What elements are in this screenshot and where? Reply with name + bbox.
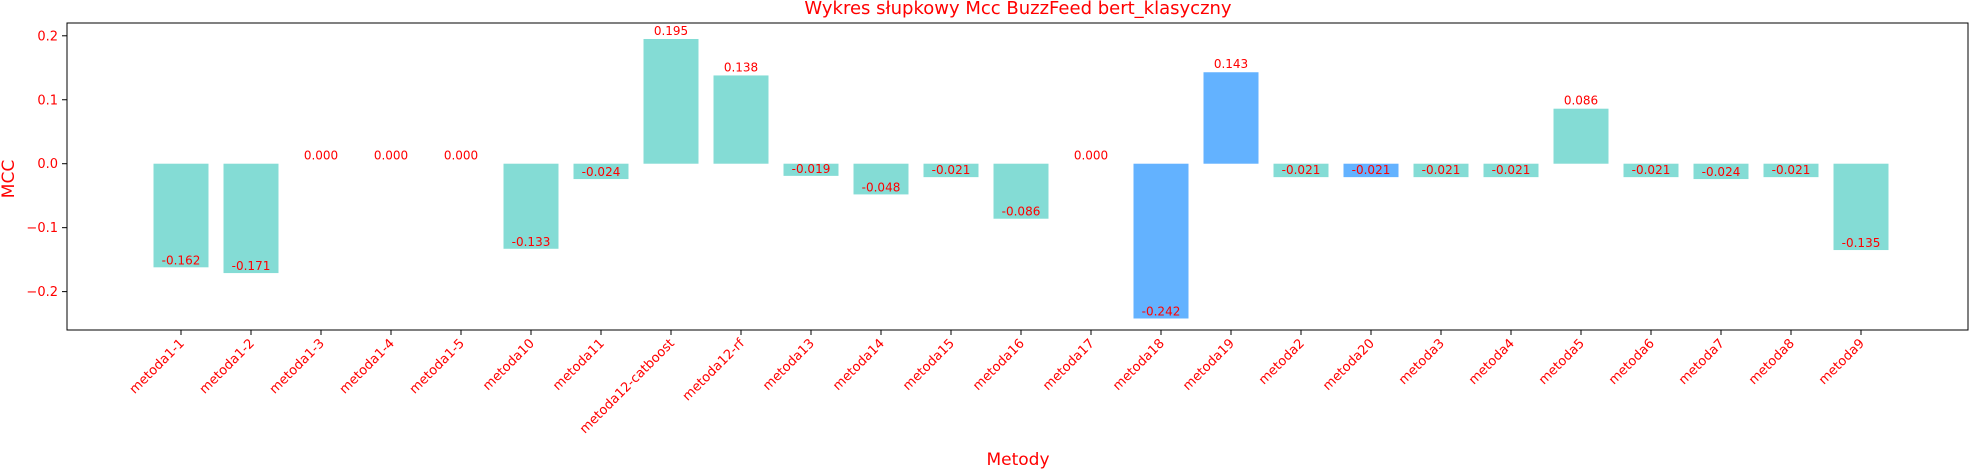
x-tick-label-metoda1-4: metoda1-4 xyxy=(337,336,398,397)
value-label-metoda4: -0.021 xyxy=(1492,163,1531,177)
value-label-metoda14: -0.048 xyxy=(862,180,901,194)
x-tick-label-metoda16: metoda16 xyxy=(970,336,1028,394)
value-label-metoda7: -0.024 xyxy=(1702,165,1741,179)
bar-metoda16 xyxy=(993,163,1049,219)
y-tick-label-0: −0.2 xyxy=(26,285,58,300)
value-label-metoda1-3: 0.000 xyxy=(304,149,338,163)
bar-metoda4 xyxy=(1483,163,1539,178)
x-tick-label-metoda1-5: metoda1-5 xyxy=(407,336,468,397)
bar-metoda12-rf xyxy=(713,75,769,164)
value-label-metoda19: 0.143 xyxy=(1214,57,1248,71)
bar-metoda20 xyxy=(1343,163,1399,178)
x-tick-label-metoda9: metoda9 xyxy=(1816,336,1868,388)
x-tick-label-metoda3: metoda3 xyxy=(1396,336,1448,388)
bar-metoda6 xyxy=(1623,163,1679,178)
x-tick-label-metoda15: metoda15 xyxy=(900,336,958,394)
value-label-metoda1-4: 0.000 xyxy=(374,149,408,163)
value-label-metoda1-2: -0.171 xyxy=(232,259,271,273)
x-tick-label-metoda6: metoda6 xyxy=(1606,336,1658,388)
x-tick-label-metoda1-3: metoda1-3 xyxy=(267,336,328,397)
x-tick-label-metoda17: metoda17 xyxy=(1040,336,1098,394)
value-label-metoda6: -0.021 xyxy=(1632,163,1671,177)
value-label-metoda15: -0.021 xyxy=(932,163,971,177)
value-label-metoda9: -0.135 xyxy=(1842,236,1881,250)
value-label-metoda20: -0.021 xyxy=(1352,163,1391,177)
bar-metoda13 xyxy=(783,163,839,176)
x-tick-label-metoda18: metoda18 xyxy=(1110,336,1168,394)
bar-metoda12-catboost xyxy=(643,38,699,164)
value-label-metoda12-catboost: 0.195 xyxy=(654,24,688,38)
y-axis-ticks: −0.2 −0.1 0.0 0.1 0.2 xyxy=(26,29,67,300)
bar-metoda11 xyxy=(573,163,629,180)
bars-group xyxy=(153,38,1889,319)
x-tick-label-metoda4: metoda4 xyxy=(1466,336,1518,388)
value-label-metoda5: 0.086 xyxy=(1564,94,1598,108)
value-label-metoda11: -0.024 xyxy=(582,165,621,179)
x-tick-label-metoda20: metoda20 xyxy=(1320,336,1378,394)
x-axis-label: Metody xyxy=(986,450,1049,470)
bar-metoda15 xyxy=(923,163,979,178)
value-label-metoda8: -0.021 xyxy=(1772,163,1811,177)
value-label-metoda12-rf: 0.138 xyxy=(724,60,758,74)
bar-metoda10 xyxy=(503,163,559,249)
x-tick-label-metoda12-rf: metoda12-rf xyxy=(680,336,748,404)
x-tick-label-metoda14: metoda14 xyxy=(830,336,888,394)
value-label-metoda13: -0.019 xyxy=(792,162,831,176)
bar-metoda7 xyxy=(1693,163,1749,180)
x-axis-ticks: metoda1-1 metoda1-2 metoda1-3 metoda1-4 meto… xyxy=(127,330,1868,437)
y-tick-label-4: 0.2 xyxy=(37,29,58,44)
value-label-metoda17: 0.000 xyxy=(1074,149,1108,163)
value-label-metoda1-1: -0.162 xyxy=(162,253,201,267)
value-labels-group: -0.162 -0.171 0.000 0.000 0.000 -0.133 -0.024 0… xyxy=(162,24,1881,318)
x-tick-label-metoda11: metoda11 xyxy=(550,336,608,394)
bar-metoda19 xyxy=(1203,72,1259,164)
bar-metoda9 xyxy=(1833,163,1889,251)
y-tick-label-3: 0.1 xyxy=(37,93,58,108)
value-label-metoda18: -0.242 xyxy=(1142,304,1181,318)
bar-metoda8 xyxy=(1763,163,1819,178)
value-label-metoda10: -0.133 xyxy=(512,235,551,249)
plot-frame xyxy=(66,22,1969,331)
x-tick-label-metoda5: metoda5 xyxy=(1536,336,1588,388)
y-axis-label: MCC xyxy=(0,160,19,198)
x-tick-label-metoda13: metoda13 xyxy=(760,336,818,394)
y-tick-label-2: 0.0 xyxy=(37,157,58,172)
x-tick-label-metoda8: metoda8 xyxy=(1746,336,1798,388)
bar-metoda5 xyxy=(1553,108,1609,164)
x-tick-label-metoda7: metoda7 xyxy=(1676,336,1728,388)
y-tick-label-1: −0.1 xyxy=(26,221,58,236)
bar-metoda2 xyxy=(1273,163,1329,178)
bar-metoda1-2 xyxy=(223,163,279,274)
value-label-metoda2: -0.021 xyxy=(1282,163,1321,177)
bar-metoda3 xyxy=(1413,163,1469,178)
x-tick-label-metoda10: metoda10 xyxy=(480,336,538,394)
x-tick-label-metoda19: metoda19 xyxy=(1180,336,1238,394)
value-label-metoda16: -0.086 xyxy=(1002,205,1041,219)
x-tick-label-metoda2: metoda2 xyxy=(1256,336,1308,388)
bar-metoda14 xyxy=(853,163,909,195)
x-tick-label-metoda1-2: metoda1-2 xyxy=(197,336,258,397)
value-label-metoda1-5: 0.000 xyxy=(444,149,478,163)
value-label-metoda3: -0.021 xyxy=(1422,163,1461,177)
bar-metoda1-1 xyxy=(153,163,209,268)
bar-metoda18 xyxy=(1133,163,1189,319)
chart-title: Wykres słupkowy Mcc BuzzFeed bert_klasyc… xyxy=(804,0,1232,19)
x-tick-label-metoda1-1: metoda1-1 xyxy=(127,336,188,397)
